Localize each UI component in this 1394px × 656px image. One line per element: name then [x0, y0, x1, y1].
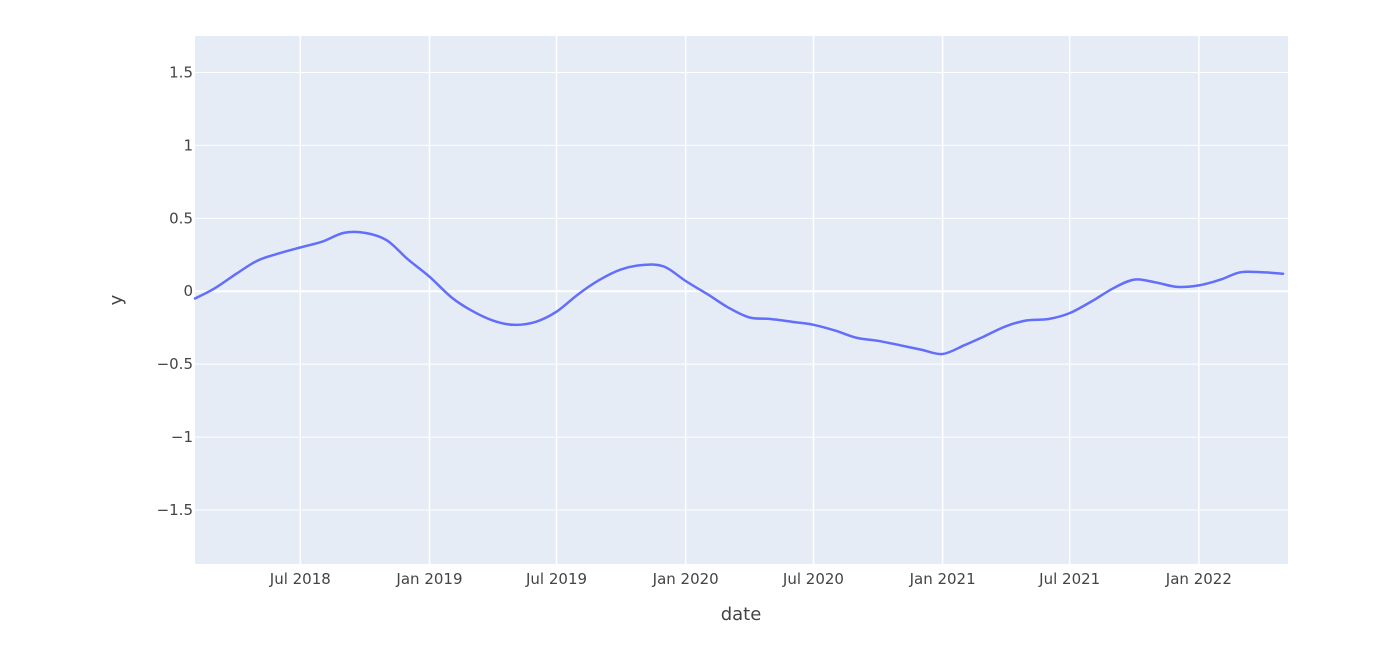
x-axis-title: date — [721, 604, 762, 625]
x-axis-ticks: Jul 2018 Jan 2019 Jul 2019 Jan 2020 Jul 2020… — [269, 570, 1232, 588]
y-tick-label: −1.5 — [157, 501, 193, 519]
x-tick-label: Jul 2021 — [1038, 570, 1100, 588]
y-tick-label: −0.5 — [157, 355, 193, 373]
y-axis-title: y — [106, 294, 127, 305]
x-tick-label: Jan 2020 — [652, 570, 719, 588]
grid-lines — [195, 36, 1288, 564]
x-tick-label: Jul 2018 — [269, 570, 331, 588]
series-line — [193, 230, 1285, 356]
y-axis-ticks: 1.5 1 0.5 0 −0.5 −1 −1.5 — [157, 63, 193, 519]
y-tick-label: 1 — [183, 136, 193, 154]
y-tick-label: −1 — [171, 428, 193, 446]
x-tick-label: Jan 2019 — [395, 570, 462, 588]
y-tick-label: 1.5 — [169, 63, 193, 81]
x-tick-label: Jul 2020 — [782, 570, 844, 588]
x-tick-label: Jul 2019 — [525, 570, 587, 588]
x-tick-label: Jan 2021 — [909, 570, 976, 588]
plot-background — [195, 36, 1288, 564]
y-tick-label: 0 — [183, 282, 193, 300]
x-tick-label: Jan 2022 — [1165, 570, 1232, 588]
series-layer — [193, 230, 1285, 356]
y-tick-label: 0.5 — [169, 209, 193, 227]
